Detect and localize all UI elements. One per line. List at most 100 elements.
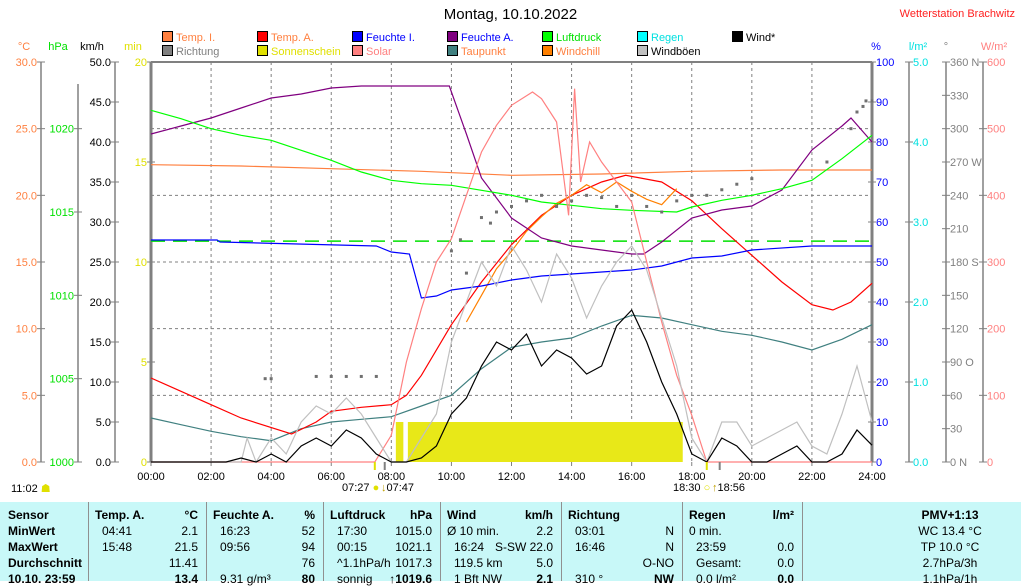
legend-swatch [162, 45, 173, 56]
sunrise-time: 07:27 ● [342, 482, 379, 494]
table-row-label: Durchschnitt [8, 556, 83, 570]
series-windchill [465, 181, 678, 323]
axis-tick-label-sun: 15 [135, 157, 147, 169]
x-tick-label: 00:00 [137, 471, 165, 483]
axis-tick-label-direction: 330 [950, 90, 968, 102]
direction-point [570, 199, 574, 203]
direction-point [675, 199, 679, 203]
table-cell-wind-value: 2.1 [536, 572, 553, 586]
axis-tick-label-wind: 10.0 [90, 377, 111, 389]
x-tick-label: 20:00 [738, 471, 766, 483]
series-windböen [151, 244, 873, 464]
table-cell-rain-value: 0.0 [777, 540, 794, 554]
axis-tick-label-pressure: 1005 [50, 374, 74, 386]
legend-swatch [257, 45, 268, 56]
table-cell-direction-value: N [665, 524, 674, 538]
series-luftdruck [150, 109, 873, 213]
direction-point [630, 193, 634, 197]
axis-tick-label-wind: 20.0 [90, 297, 111, 309]
direction-point [870, 99, 874, 103]
direction-point [600, 196, 604, 200]
axis-tick-label-wind: 15.0 [90, 337, 111, 349]
table-cell-temp-info: 15:48 [102, 540, 133, 554]
dusk-time: ↑18:56 [712, 482, 745, 494]
axis-tick-label-wind: 50.0 [90, 57, 111, 69]
legend-label: Richtung [176, 46, 220, 58]
table-cell-wind-info: 119.5 km [454, 556, 503, 570]
sunrise-label: 07:27 [342, 482, 370, 494]
axis-unit-wind: km/h [80, 41, 104, 53]
axis-tick-label-direction: 150 [950, 290, 968, 302]
series-temp-i [150, 164, 872, 176]
legend-swatch [542, 31, 553, 42]
legend-label: Temp. I. [176, 32, 216, 44]
legend-item: Richtung [162, 45, 219, 58]
legend-item: Sonnenschein [257, 45, 341, 58]
legend-item: Temp. A. [257, 31, 314, 44]
table-cell-rain-info: 0.0 l/m² [696, 572, 737, 586]
table-cell-wind-value: 2.2 [536, 524, 553, 538]
table-row-label: MinWert [8, 524, 56, 538]
legend-item: Wind* [732, 31, 775, 44]
axis-tick-label-solar: 100 [987, 390, 1005, 402]
legend-swatch [637, 45, 648, 56]
axis-tick-label-rain: 4.0 [913, 137, 928, 149]
sunset-time: 18:30 ○ [673, 482, 710, 494]
chart-title: Montag, 10.10.2022 [443, 6, 578, 23]
table-header-sensor: Sensor [8, 508, 49, 522]
table-row-label: 10.10. 23:59 [8, 572, 76, 586]
sunshine-bar [395, 422, 404, 462]
axis-tick-label-solar: 0 [987, 457, 993, 469]
table-cell-temp-value: 2.1 [181, 524, 198, 538]
axis-tick-label-solar: 500 [987, 124, 1005, 136]
direction-point [660, 210, 664, 214]
legend-item: Temp. I. [162, 31, 215, 44]
table-cell-pressure-value: 1021.1 [395, 540, 432, 554]
legend-label: Taupunkt [461, 46, 506, 58]
table-cell-extra: 2.7hPa/3h [922, 556, 978, 570]
axis-tick-label-humidity: 10 [876, 417, 888, 429]
axis-tick-label-humidity: 30 [876, 337, 888, 349]
x-tick-label: 16:00 [618, 471, 646, 483]
table-cell-pressure-info: ^1.1hPa/h [337, 556, 391, 570]
axis-unit-sun: min [124, 41, 142, 53]
table-cell-wind-value: 5.0 [536, 556, 553, 570]
direction-point [705, 193, 709, 197]
table-unit-temp: °C [184, 508, 198, 522]
axis-tick-label-direction: 0 N [950, 457, 967, 469]
table-column-separator [88, 502, 89, 581]
dawn-icon: ↓ [381, 482, 387, 494]
legend-swatch [162, 31, 173, 42]
axis-tick-label-rain: 5.0 [913, 57, 928, 69]
axis-tick-label-direction: 360 N [950, 57, 979, 69]
table-cell-wind-info: 1 Bft NW [454, 572, 503, 586]
axis-tick-label-humidity: 40 [876, 297, 888, 309]
table-cell-extra: 1.1hPa/1h [922, 572, 978, 586]
axis-tick-label-rain: 0.0 [913, 457, 928, 469]
x-tick-label: 14:00 [558, 471, 586, 483]
x-tick-label: 02:00 [197, 471, 225, 483]
axis-tick-label-temp: 5.0 [22, 390, 37, 402]
direction-point [329, 374, 333, 378]
table-cell-humidity-value: 80 [301, 572, 315, 586]
legend-label: Windböen [651, 46, 701, 58]
x-tick-label: 24:00 [858, 471, 886, 483]
axis-tick-label-solar: 200 [987, 324, 1005, 336]
series-wind [151, 308, 873, 463]
direction-point [458, 238, 462, 242]
axis-tick-label-rain: 3.0 [913, 217, 928, 229]
direction-point [735, 182, 739, 186]
legend-item: Taupunkt [447, 45, 506, 58]
axis-tick-label-pressure: 1015 [50, 207, 74, 219]
legend-swatch [352, 31, 363, 42]
axis-tick-label-direction: 300 [950, 124, 968, 136]
x-tick-label: 22:00 [798, 471, 826, 483]
moon-time: 11:02 ☗ [11, 482, 51, 495]
axis-tick-label-solar: 400 [987, 190, 1005, 202]
axis-unit-direction: ° [944, 41, 948, 53]
table-cell-humidity-value: 76 [301, 556, 315, 570]
axis-tick-label-temp: 10.0 [16, 324, 37, 336]
legend-swatch [542, 45, 553, 56]
table-unit-humidity: % [304, 508, 315, 522]
axis-tick-label-sun: 5 [141, 357, 147, 369]
